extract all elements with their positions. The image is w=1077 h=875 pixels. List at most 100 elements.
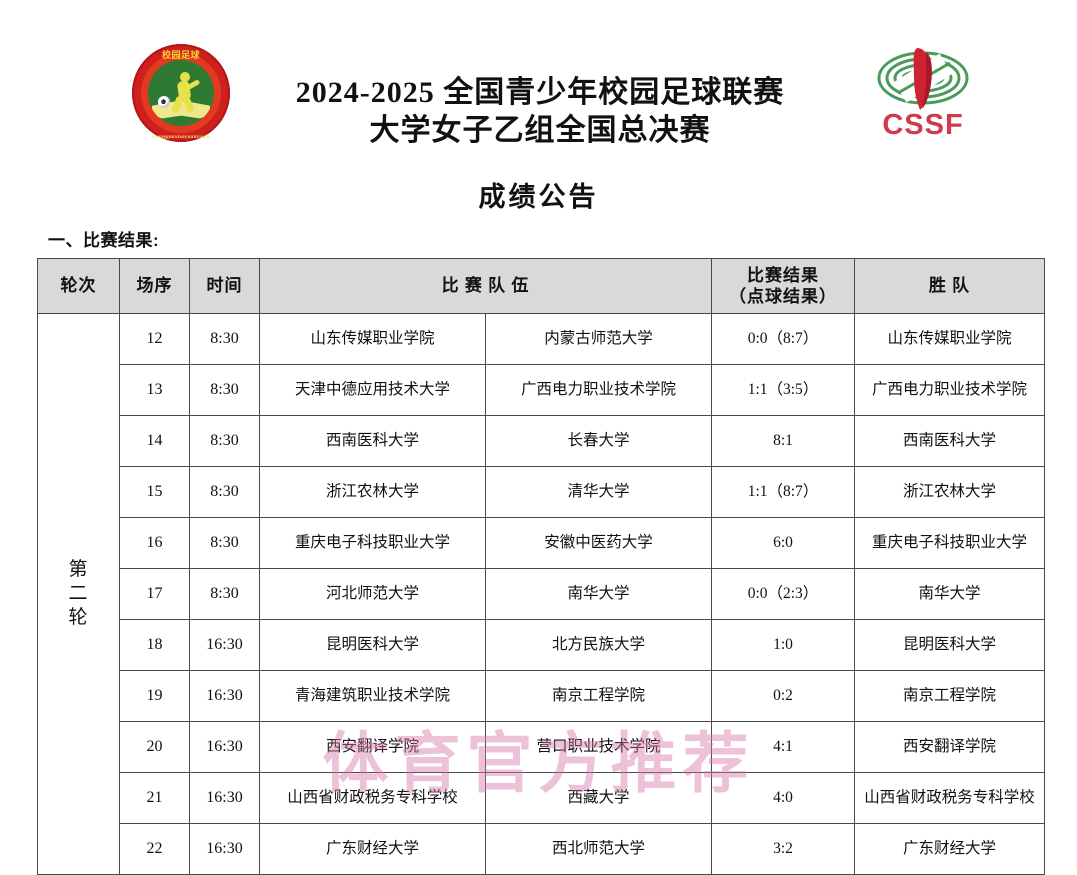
cell-team-b: 内蒙古师范大学	[485, 313, 712, 365]
round-label-char: 轮	[68, 606, 89, 628]
cell-time: 16:30	[189, 670, 260, 722]
cell-winner: 山东传媒职业学院	[854, 313, 1045, 365]
title-line-2: 大学女子乙组全国总决赛	[369, 114, 711, 148]
cell-result: 3:2	[711, 823, 855, 875]
cell-team-a: 昆明医科大学	[259, 619, 486, 671]
cell-team-a: 重庆电子科技职业大学	[259, 517, 486, 569]
header-time: 时间	[189, 258, 260, 314]
header-result-line-1: 比赛结果	[747, 265, 819, 285]
logo-soccer-ball-icon	[158, 96, 170, 108]
cssf-logo: CSSF	[868, 44, 978, 144]
round-label-char: 二	[68, 583, 89, 605]
cell-team-a: 西安翻译学院	[259, 721, 486, 773]
cell-result: 0:0（2:3）	[711, 568, 855, 620]
logo-bottom-text: zhongguoxiaoyuanzuqiu	[151, 135, 211, 140]
cell-time: 8:30	[189, 517, 260, 569]
cell-result: 4:1	[711, 721, 855, 773]
logo-green-field	[148, 60, 214, 126]
cell-team-b: 广西电力职业技术学院	[485, 364, 712, 416]
cell-result: 8:1	[711, 415, 855, 467]
cell-match-no: 13	[119, 364, 190, 416]
campus-football-emblem-logo: 校园足球 zhongguoxiaoyuanzuqiu	[132, 44, 230, 142]
cell-time: 16:30	[189, 772, 260, 824]
cell-team-b: 西藏大学	[485, 772, 712, 824]
cell-result: 1:0	[711, 619, 855, 671]
cell-winner: 昆明医科大学	[854, 619, 1045, 671]
table-row: 14 8:30 西南医科大学 长春大学 8:1 西南医科大学	[38, 415, 1045, 467]
header-result: 比赛结果 （点球结果）	[711, 258, 855, 314]
cell-match-no: 18	[119, 619, 190, 671]
cell-result: 0:0（8:7）	[711, 313, 855, 365]
cell-result: 0:2	[711, 670, 855, 722]
cssf-label: CSSF	[882, 109, 964, 141]
cell-time: 16:30	[189, 823, 260, 875]
table-row: 第二轮 12 8:30 山东传媒职业学院 内蒙古师范大学 0:0（8:7） 山东传媒职业学院	[37, 313, 1045, 875]
title-line-1: 2024-2025 全国青少年校园足球联赛	[295, 76, 785, 109]
table-row: 18 16:30 昆明医科大学 北方民族大学 1:0 昆明医科大学	[38, 619, 1045, 671]
cell-match-no: 14	[119, 415, 190, 467]
cell-winner: 西安翻译学院	[854, 721, 1045, 773]
cell-winner: 浙江农林大学	[854, 466, 1045, 518]
cell-team-b: 南华大学	[485, 568, 712, 620]
cell-team-a: 浙江农林大学	[259, 466, 486, 518]
table-row: 21 16:30 山西省财政税务专科学校 西藏大学 4:0 山西省财政税务专科学校	[38, 772, 1045, 824]
table-header-row: 轮次 场序 时间 比 赛 队 伍 比赛结果 （点球结果） 胜 队	[37, 258, 1045, 314]
cell-time: 8:30	[189, 466, 260, 518]
table-row: 17 8:30 河北师范大学 南华大学 0:0（2:3） 南华大学	[38, 568, 1045, 620]
document-subtitle: 成绩公告	[478, 182, 599, 212]
cell-time: 8:30	[189, 364, 260, 416]
cell-match-no: 12	[119, 313, 190, 365]
cell-winner: 西南医科大学	[854, 415, 1045, 467]
header-result-line-2: （点球结果）	[729, 287, 837, 306]
document-header: 校园足球 zhongguoxiaoyuanzuqiu 2024-2025 全国青…	[0, 0, 1077, 212]
cell-team-a: 西南医科大学	[259, 415, 486, 467]
cell-result: 4:0	[711, 772, 855, 824]
header-match-no: 场序	[119, 258, 190, 314]
table-body: 第二轮 12 8:30 山东传媒职业学院 内蒙古师范大学 0:0（8:7） 山东传媒职业学院…	[37, 313, 1045, 875]
table-row: 20 16:30 西安翻译学院 营口职业技术学院 4:1 西安翻译学院	[38, 721, 1045, 773]
table-row: 15 8:30 浙江农林大学 清华大学 1:1（8:7） 浙江农林大学	[38, 466, 1045, 518]
cell-team-b: 南京工程学院	[485, 670, 712, 722]
table-row: 22 16:30 广东财经大学 西北师范大学 3:2 广东财经大学	[38, 823, 1045, 875]
cell-team-a: 山东传媒职业学院	[259, 313, 486, 365]
cell-team-a: 天津中德应用技术大学	[259, 364, 486, 416]
logo-top-text: 校园足球	[161, 50, 200, 60]
cell-result: 6:0	[711, 517, 855, 569]
cell-winner: 南京工程学院	[854, 670, 1045, 722]
cell-team-b: 西北师范大学	[485, 823, 712, 875]
cell-team-b: 北方民族大学	[485, 619, 712, 671]
cell-team-b: 清华大学	[485, 466, 712, 518]
cell-team-a: 广东财经大学	[259, 823, 486, 875]
cell-match-no: 17	[119, 568, 190, 620]
cell-result: 1:1（3:5）	[711, 364, 855, 416]
logo-player-icon	[171, 72, 201, 114]
cell-team-a: 山西省财政税务专科学校	[259, 772, 486, 824]
cell-match-no: 21	[119, 772, 190, 824]
cell-result: 1:1（8:7）	[711, 466, 855, 518]
cell-team-b: 长春大学	[485, 415, 712, 467]
cell-winner: 山西省财政税务专科学校	[854, 772, 1045, 824]
cell-match-no: 22	[119, 823, 190, 875]
header-round: 轮次	[37, 258, 120, 314]
cell-time: 8:30	[189, 568, 260, 620]
cell-match-no: 20	[119, 721, 190, 773]
cell-winner: 重庆电子科技职业大学	[854, 517, 1045, 569]
cell-match-no: 19	[119, 670, 190, 722]
round-label-char: 第	[68, 559, 89, 581]
cell-time: 8:30	[189, 313, 260, 365]
match-results-table: 轮次 场序 时间 比 赛 队 伍 比赛结果 （点球结果） 胜 队 第二轮 12 8:…	[37, 258, 1045, 875]
cell-team-a: 河北师范大学	[259, 568, 486, 620]
table-row: 13 8:30 天津中德应用技术大学 广西电力职业技术学院 1:1（3:5） 广西电力职业…	[38, 364, 1045, 416]
table-row: 19 16:30 青海建筑职业技术学院 南京工程学院 0:2 南京工程学院	[38, 670, 1045, 722]
document-title: 2024-2025 全国青少年校园足球联赛 大学女子乙组全国总决赛	[250, 74, 830, 151]
cell-winner: 南华大学	[854, 568, 1045, 620]
cell-winner: 广西电力职业技术学院	[854, 364, 1045, 416]
cell-time: 16:30	[189, 721, 260, 773]
cell-match-no: 15	[119, 466, 190, 518]
cell-time: 16:30	[189, 619, 260, 671]
cell-match-no: 16	[119, 517, 190, 569]
table-row: 16 8:30 重庆电子科技职业大学 安徽中医药大学 6:0 重庆电子科技职业大学	[38, 517, 1045, 569]
cell-time: 8:30	[189, 415, 260, 467]
round-label-cell: 第二轮	[37, 313, 120, 875]
cell-team-b: 营口职业技术学院	[485, 721, 712, 773]
